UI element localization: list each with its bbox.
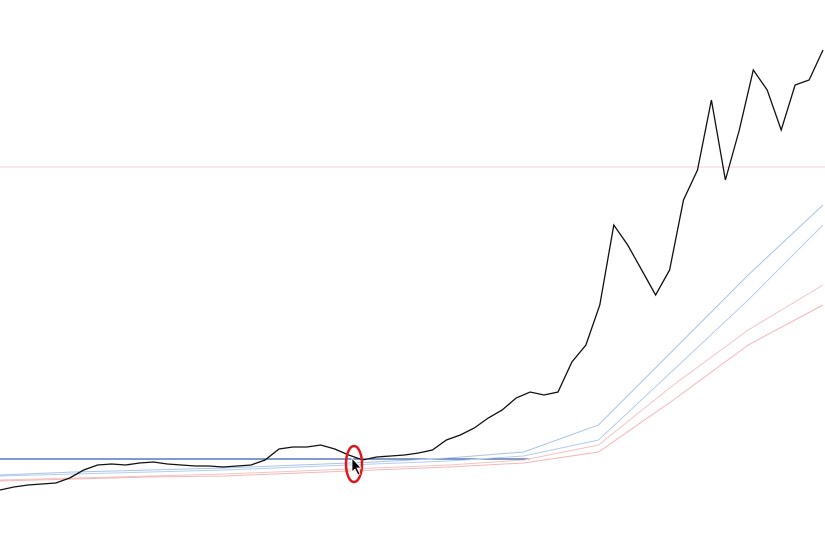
moving-average bbox=[0, 224, 824, 477]
moving-average bbox=[0, 284, 824, 481]
highlight-ellipse bbox=[344, 444, 364, 484]
price-line bbox=[0, 49, 824, 491]
moving-average bbox=[0, 204, 824, 476]
moving-average bbox=[0, 304, 824, 482]
plot-area bbox=[0, 49, 824, 491]
mouse-cursor bbox=[351, 456, 362, 476]
